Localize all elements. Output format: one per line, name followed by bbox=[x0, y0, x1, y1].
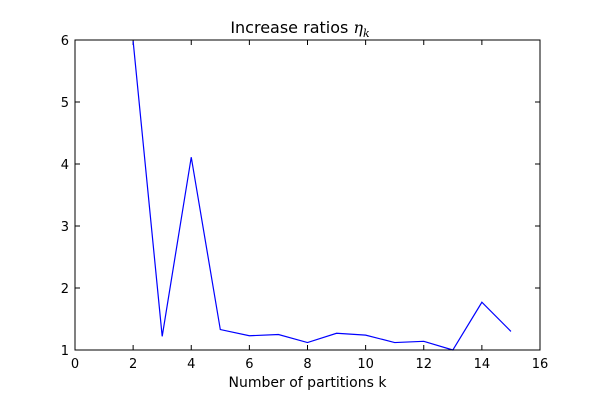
plot-area bbox=[75, 40, 540, 350]
data-point-0-6 bbox=[307, 342, 308, 343]
data-point-0-13 bbox=[510, 331, 511, 332]
x-tick-label-3: 6 bbox=[245, 357, 253, 372]
x-tick-label-4: 8 bbox=[303, 357, 311, 372]
y-tick-label-2: 3 bbox=[61, 220, 69, 235]
x-tick-label-5: 10 bbox=[357, 357, 374, 372]
x-tick-label-2: 4 bbox=[187, 357, 195, 372]
series-line-0 bbox=[132, 41, 512, 351]
data-point-0-10 bbox=[423, 341, 424, 342]
chart-title-subscript: k bbox=[363, 27, 370, 40]
plot-frame bbox=[74, 39, 541, 351]
x-tick-label-0: 0 bbox=[71, 357, 79, 372]
series-layer bbox=[132, 41, 512, 351]
y-tick-label-5: 6 bbox=[61, 34, 69, 49]
data-point-0-9 bbox=[394, 342, 395, 343]
data-point-0-2 bbox=[191, 157, 192, 158]
chart-title-symbol: η bbox=[353, 18, 363, 37]
x-tick-label-6: 12 bbox=[415, 357, 432, 372]
y-tick-label-3: 4 bbox=[61, 158, 69, 173]
data-point-0-1 bbox=[162, 336, 163, 337]
data-point-0-4 bbox=[249, 335, 250, 336]
data-point-0-7 bbox=[336, 333, 337, 334]
data-point-0-8 bbox=[365, 335, 366, 336]
x-tick-label-8: 16 bbox=[532, 357, 549, 372]
y-tick-label-4: 5 bbox=[61, 96, 69, 111]
x-tick-label-1: 2 bbox=[129, 357, 137, 372]
y-tick-label-0: 1 bbox=[61, 344, 69, 359]
x-tick-label-7: 14 bbox=[474, 357, 491, 372]
x-axis-label: Number of partitions k bbox=[229, 375, 388, 391]
chart-title: Increase ratios ηk bbox=[230, 18, 370, 40]
data-point-0-5 bbox=[278, 334, 279, 335]
data-point-0-0 bbox=[133, 41, 134, 42]
data-point-0-12 bbox=[481, 302, 482, 303]
data-point-0-3 bbox=[220, 329, 221, 330]
chart-title-text: Increase ratios bbox=[230, 18, 353, 37]
y-tick-label-1: 2 bbox=[61, 282, 69, 297]
